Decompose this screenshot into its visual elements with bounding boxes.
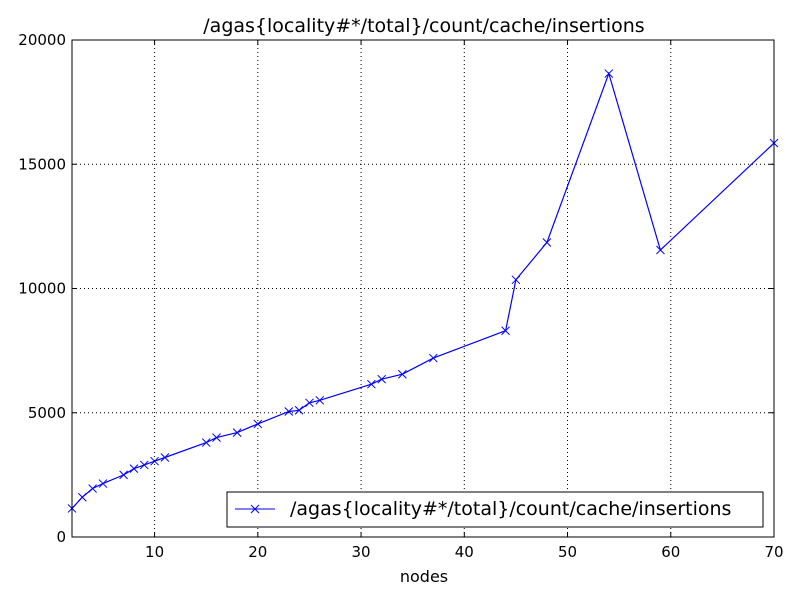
marker-stroke (160, 453, 170, 462)
data-point-marker (119, 470, 128, 480)
data-point-marker (253, 419, 263, 429)
data-point-marker (377, 374, 387, 384)
marker-stroke (294, 405, 304, 415)
data-point-marker (284, 407, 294, 416)
marker-stroke (604, 69, 614, 78)
marker-stroke (501, 326, 510, 336)
x-axis-label: nodes (400, 567, 448, 586)
marker-stroke (511, 275, 521, 285)
data-point-marker (542, 238, 552, 247)
marker-stroke (397, 369, 407, 379)
legend-box (226, 491, 764, 528)
legend: /agas{locality#*/total}/count/cache/inse… (226, 491, 764, 528)
marker-stroke (150, 456, 159, 466)
marker-stroke (253, 419, 263, 429)
x-tick-label: 10 (145, 543, 164, 561)
data-point-marker (501, 326, 510, 336)
data-point-marker (88, 484, 98, 493)
y-tick-label: 0 (56, 528, 66, 546)
legend-series-label: /agas{locality#*/total}/count/cache/inse… (290, 498, 731, 520)
data-point-marker (397, 369, 407, 379)
marker-stroke (367, 379, 376, 389)
data-point-marker (428, 353, 438, 363)
marker-stroke (139, 460, 149, 470)
data-point-marker (129, 464, 139, 474)
marker-stroke (284, 407, 294, 416)
marker-stroke (88, 484, 98, 493)
data-point-marker (139, 460, 149, 470)
data-point-marker (367, 379, 376, 389)
y-tick-label: 10000 (18, 280, 66, 298)
marker-stroke (315, 395, 325, 405)
data-point-marker (305, 398, 314, 408)
y-tick-label: 5000 (28, 404, 66, 422)
grid-lines (72, 40, 774, 537)
x-tick-label: 50 (558, 543, 577, 561)
data-point-marker (294, 405, 304, 415)
x-tick-label: 20 (248, 543, 267, 561)
data-point-marker (98, 479, 108, 488)
marker-stroke (98, 479, 108, 488)
x-tick-label: 60 (661, 543, 680, 561)
marker-stroke (305, 398, 314, 408)
x-tick-label: 70 (764, 543, 783, 561)
tick-labels: 10 20 30 40 50 60 70 0 5000 10000 15000 20000 (18, 31, 783, 561)
marker-stroke (129, 464, 139, 474)
data-point-marker (201, 438, 211, 447)
y-tick-label: 20000 (18, 31, 66, 49)
legend-marker-x (250, 504, 260, 514)
marker-stroke (119, 470, 128, 480)
data-point-marker (604, 69, 614, 78)
marker-stroke (656, 245, 665, 255)
data-point-marker (212, 433, 221, 442)
marker-stroke (77, 492, 87, 502)
y-tick-label: 15000 (18, 155, 66, 173)
series-markers (67, 69, 779, 513)
x-tick-label: 40 (455, 543, 474, 561)
data-point-marker (232, 428, 242, 437)
data-point-marker (77, 492, 87, 502)
marker-stroke (377, 374, 387, 384)
marker-stroke (212, 433, 221, 442)
data-point-marker (315, 395, 325, 405)
data-point-marker (160, 453, 170, 462)
marker-stroke (542, 238, 552, 247)
marker-stroke (428, 353, 438, 363)
axis-ticks (72, 39, 775, 538)
data-point-marker (511, 275, 521, 285)
x-tick-label: 30 (352, 543, 371, 561)
marker-stroke (201, 438, 211, 447)
data-point-marker (656, 245, 665, 255)
marker-stroke (232, 428, 242, 437)
data-point-marker (150, 456, 159, 466)
chart-title: /agas{locality#*/total}/count/cache/inse… (203, 15, 644, 37)
